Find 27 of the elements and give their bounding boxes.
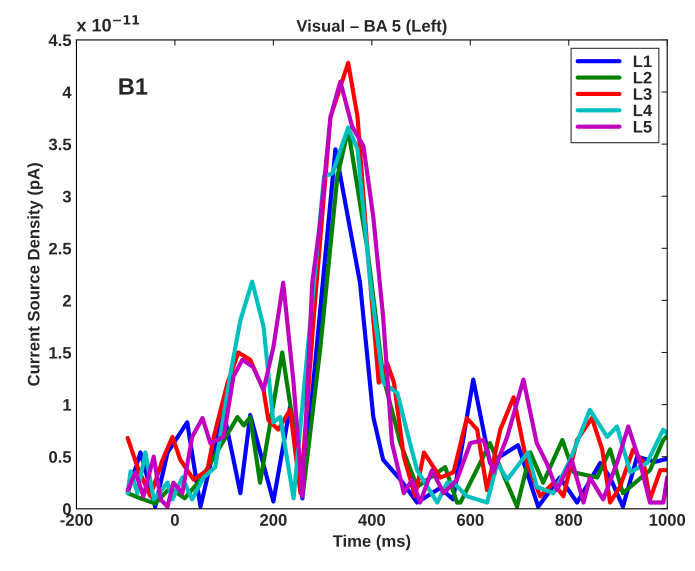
y-tick-label: 0.5 xyxy=(49,451,72,463)
legend-label: L5 xyxy=(634,121,652,133)
x-tick-label: 0 xyxy=(170,514,179,526)
text: x 10$^{−11}$ xyxy=(76,15,140,32)
legend-label: L4 xyxy=(634,104,652,116)
y-tick-label: 2 xyxy=(62,294,71,306)
x-tick-label: 800 xyxy=(555,514,582,526)
y-tick-label: 1 xyxy=(63,399,72,411)
x-axis-title: Time (ms) xyxy=(332,534,410,550)
x-tick-label: 600 xyxy=(456,514,484,526)
y-tick-label: 2.5 xyxy=(49,242,72,255)
legend-label: L2 xyxy=(634,72,652,84)
y-tick-label: 3 xyxy=(62,190,71,202)
legend-label: L1 xyxy=(634,56,652,68)
chart-title: Visual – BA 5 (Left) xyxy=(296,20,446,36)
x-tick-label: -200 xyxy=(60,514,92,526)
x-tick-label: 400 xyxy=(358,514,386,526)
x-tick-label: 1000 xyxy=(650,514,686,526)
legend-label: L3 xyxy=(634,88,652,100)
y-tick-label: 4.5 xyxy=(48,34,72,46)
y-tick-label: 0 xyxy=(62,503,71,515)
y-tick-label: 3.5 xyxy=(48,138,72,150)
x-tick-label: 200 xyxy=(260,514,287,526)
y-axis-title: Current Source Density (pA) xyxy=(27,163,43,386)
y-tick-label: 4 xyxy=(62,86,72,98)
y-tick-label: 1.5 xyxy=(49,347,72,359)
annotation: B1 xyxy=(119,78,148,95)
